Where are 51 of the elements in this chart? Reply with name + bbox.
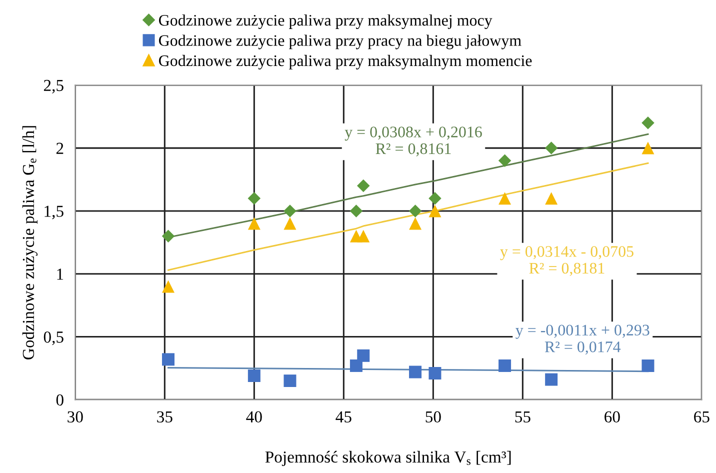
point bbox=[544, 142, 558, 154]
point bbox=[350, 359, 362, 372]
point bbox=[248, 192, 261, 205]
y-tick-label: 1,5 bbox=[44, 206, 64, 220]
y-axis-title: Godzinowe zużycie paliwa G$_{e}$ [l/h] bbox=[22, 126, 38, 360]
point bbox=[642, 116, 654, 130]
point bbox=[408, 204, 422, 218]
x-tick-label: 65 bbox=[694, 411, 710, 423]
y-tick-label: 1 bbox=[57, 268, 64, 280]
annotation: y = 0,0314x - 0,0705 R² = 0,8181 bbox=[500, 246, 634, 276]
point bbox=[428, 367, 442, 380]
annotation: y = 0,0308x + 0,2016 R² = 0,8161 bbox=[344, 126, 482, 156]
point bbox=[428, 192, 442, 205]
point bbox=[162, 230, 175, 243]
y-tick-label: 0,5 bbox=[44, 331, 64, 346]
point bbox=[498, 192, 512, 205]
point bbox=[545, 192, 558, 205]
legend-label: Godzinowe zużycie paliwa przy maksymalnym momencie bbox=[159, 54, 532, 70]
point bbox=[350, 204, 363, 218]
x-tick-label: 35 bbox=[157, 411, 172, 423]
point bbox=[357, 349, 370, 362]
point bbox=[545, 373, 558, 386]
point bbox=[284, 217, 296, 230]
point bbox=[162, 353, 175, 366]
legend-label: Godzinowe zużycie paliwa przy pracy na biegu jałowym bbox=[159, 34, 522, 50]
y-tick-label: 0 bbox=[56, 394, 64, 406]
x-tick-label: 60 bbox=[604, 411, 620, 423]
point bbox=[248, 217, 260, 230]
point bbox=[498, 154, 512, 168]
point bbox=[409, 217, 422, 230]
point bbox=[498, 359, 512, 372]
point bbox=[162, 280, 175, 293]
point bbox=[428, 204, 442, 218]
x-tick-label: 30 bbox=[68, 411, 83, 423]
point bbox=[409, 366, 422, 378]
point bbox=[357, 230, 370, 242]
x-tick-label: 45 bbox=[336, 411, 352, 423]
point bbox=[356, 179, 370, 192]
y-tick-label: 2,5 bbox=[44, 80, 64, 94]
x-axis-title: Pojemność skokowa silnika V$_{s}$ [cm³] bbox=[265, 450, 511, 466]
x-tick-label: 55 bbox=[515, 411, 530, 423]
x-tick-label: 40 bbox=[246, 411, 262, 423]
point bbox=[642, 142, 654, 154]
point bbox=[642, 359, 654, 372]
legend-label: Godzinowe zużycie paliwa przy maksymalnej mocy bbox=[159, 14, 492, 29]
point bbox=[284, 204, 296, 218]
annotation: y = -0,0011x + 0,293 R² = 0,0174 bbox=[516, 324, 650, 355]
y-tick-label: 2 bbox=[56, 142, 64, 154]
point bbox=[248, 370, 260, 382]
point bbox=[284, 374, 296, 388]
x-tick-label: 50 bbox=[426, 411, 441, 423]
